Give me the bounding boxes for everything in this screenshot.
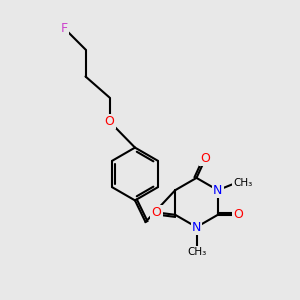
Text: N: N — [192, 220, 201, 234]
Text: O: O — [233, 208, 243, 221]
Text: CH₃: CH₃ — [187, 247, 206, 257]
Text: F: F — [61, 22, 68, 35]
Text: O: O — [201, 152, 210, 165]
Text: CH₃: CH₃ — [233, 178, 253, 188]
Text: O: O — [152, 206, 161, 219]
Text: N: N — [213, 184, 223, 197]
Text: O: O — [105, 115, 114, 128]
